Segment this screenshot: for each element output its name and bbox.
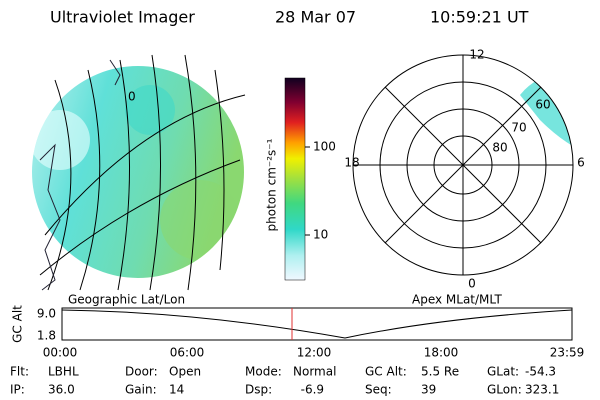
info-value: 323.1 [525,383,559,397]
time: 10:59:21 UT [430,8,529,27]
colorbar-label: photon cm⁻²s⁻¹ [265,138,279,231]
polar-label: Apex MLat/MLT [412,293,502,307]
polar-map: 12 18 6 0 60 70 80 [344,48,584,291]
info-label: GLon: [487,383,522,397]
info-value: -6.9 [293,383,324,397]
lat-label: 80 [492,141,507,155]
colorbar [284,77,306,281]
mlt-label: 0 [468,277,476,291]
info-value: Open [169,365,201,379]
info-label: Dsp: [245,383,272,397]
geo-label: Geographic Lat/Lon [68,293,185,307]
orbit-xtick-label: 23:59 [550,346,585,360]
orbit-ytick-label: 9.0 [37,307,56,321]
date: 28 Mar 07 [275,8,356,27]
info-label: IP: [10,383,25,397]
info-label: GC Alt: [365,365,407,379]
info-label: GLat: [487,365,519,379]
orbit-frame [61,307,573,341]
orbit-ylabel: GC Alt [11,305,25,343]
info-value: Normal [293,365,336,379]
info-label: Mode: [245,365,282,379]
info-block: Flt: LBHL Door: Open Mode: Normal GC Alt: 5.5 R… [10,365,559,397]
info-label: Seq: [365,383,392,397]
mlt-label: 12 [469,48,484,62]
orbit-xtick-label: 06:00 [170,346,205,360]
orbit-curve [61,309,573,339]
orbit-ytick-label: 1.8 [37,329,56,343]
mlt-label: 6 [577,156,585,170]
info-value: -54.3 [525,365,556,379]
colorbar-tick-label: 10 [313,228,328,242]
info-value: 36.0 [48,383,75,397]
info-value: 39 [421,383,436,397]
colorbar-tick-label: 100 [313,140,336,154]
info-value: 14 [169,383,184,397]
info-label: Flt: [10,365,29,379]
info-label: Gain: [125,383,157,397]
orbit-xtick-label: 00:00 [43,346,78,360]
geo-map: 0 [32,54,246,291]
geo-annotation: 0 [128,90,136,104]
info-value: LBHL [48,365,79,379]
orbit-xtick-label: 18:00 [424,346,459,360]
title: Ultraviolet Imager [50,8,195,27]
orbit-xtick-label: 12:00 [297,346,332,360]
info-value: 5.5 Re [421,365,459,379]
mlt-label: 18 [344,156,359,170]
lat-label: 60 [535,98,550,112]
lat-label: 70 [511,121,526,135]
info-label: Door: [125,365,158,379]
